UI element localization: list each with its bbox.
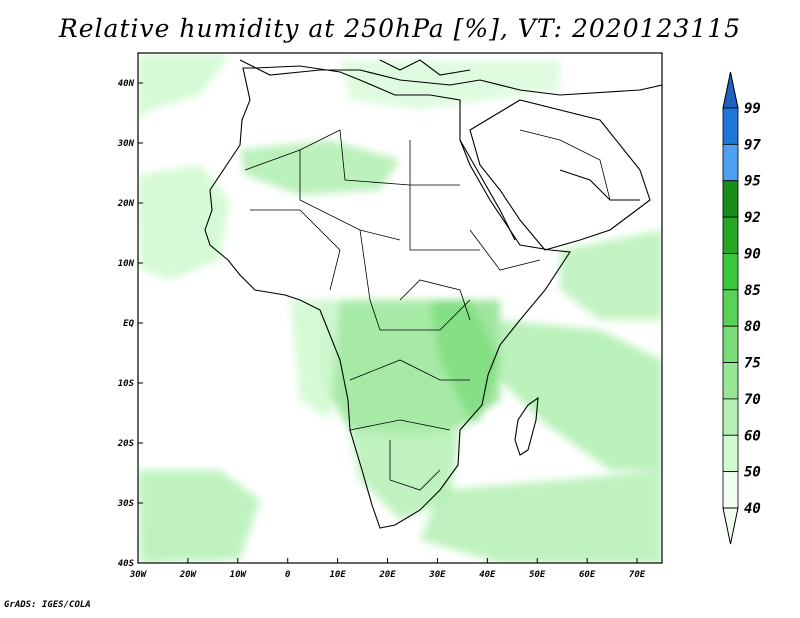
lat-tick-label: 30S [117,499,135,509]
map-title: Relative humidity at 250hPa [%], VT: 202… [58,14,742,43]
border-9 [469,229,541,271]
lon-tick-label: 20E [378,570,396,580]
colorbar-segment [722,289,739,327]
lon-tick-label: 50E [529,570,546,580]
colorbar-segment [722,434,739,473]
humidity-patch-west [138,165,230,280]
credit-text: GrADS: IGES/COLA [4,600,91,610]
colorbar-label: 97 [744,137,761,153]
border-5 [359,229,471,331]
humidity-patch-east-africa [430,300,500,420]
colorbar-segment [722,216,739,254]
colorbar-segment [722,471,739,509]
border-2 [409,140,480,251]
colorbar-segment [722,253,739,291]
madagascar-outline [514,396,539,456]
colorbar-label: 75 [744,356,761,372]
lat-tick-label: 10S [118,379,135,389]
colorbar-label: 99 [744,101,761,117]
border-7 [349,419,451,431]
colorbar-segment [722,325,739,363]
humidity-patch-south [138,470,260,563]
colorbar-label: 95 [744,174,761,190]
lat-tick-label: 10N [118,259,135,269]
colorbar: 99 97 95 92 90 85 80 75 70 60 50 40 [722,71,761,545]
africa-outline [204,65,571,529]
border-4 [250,209,341,291]
lat-tick-label: 40N [118,79,135,89]
europe-coast [239,59,662,96]
colorbar-label: 90 [744,246,761,262]
colorbar-label: 40 [744,501,761,517]
colorbar-label: 92 [744,210,761,226]
colorbar-top-arrow [722,71,739,109]
lon-tick-label: 30E [428,570,446,580]
colorbar-label: 60 [744,428,761,444]
humidity-patch-nw [138,55,230,120]
border-3 [299,150,401,241]
country-borders [244,129,611,491]
lat-tick-label: 30N [117,139,135,149]
lon-tick-label: 10E [329,570,346,580]
lon-tick-label: 30W [129,570,148,580]
lon-tick-label: 0 [285,570,291,580]
lon-tick-label: 60E [579,570,596,580]
map-frame [137,52,663,564]
longitude-axis: 30W 20W 10W 0 10E 20E 30E 40E 50E 60E 70E [129,558,646,580]
lon-tick-label: 10W [230,570,248,580]
colorbar-segment [722,107,739,145]
lat-tick-label: 40S [118,559,135,569]
persian-gulf [559,169,640,201]
border-10 [519,129,611,201]
border-6 [349,359,470,381]
lon-tick-label: 70E [629,570,646,580]
humidity-patch-arabian-sea [560,230,662,320]
colorbar-segment [722,143,739,182]
lon-tick-label: 40E [479,570,496,580]
lon-tick-label: 20W [179,570,198,580]
border-8 [389,440,441,491]
border-1 [244,129,460,186]
colorbar-label: 50 [744,465,761,481]
lat-tick-label: 20S [117,439,135,449]
colorbar-segment [722,180,739,218]
arabia-outline [469,99,651,251]
humidity-patch-gulf-guinea [290,300,340,420]
humidity-patch-south-ocean [420,470,662,563]
humidity-patch-sahara-north [240,140,400,195]
coastlines [204,59,662,529]
mediterranean-coast [379,59,471,76]
colorbar-label: 80 [744,319,761,335]
red-sea-coast [459,139,516,241]
colorbar-label: 85 [744,283,761,299]
lat-tick-label: EQ [123,319,134,329]
border-11 [399,279,471,321]
humidity-patch-indian-ocean [500,320,662,470]
colorbar-segment [722,398,739,436]
humidity-field [138,55,662,563]
latitude-axis: 40N 30N 20N 10N EQ 10S 20S 30S 40S [117,79,143,569]
colorbar-segment [722,362,739,400]
lat-tick-label: 20N [117,199,135,209]
colorbar-bottom-arrow [722,507,739,545]
colorbar-label: 70 [744,392,761,408]
